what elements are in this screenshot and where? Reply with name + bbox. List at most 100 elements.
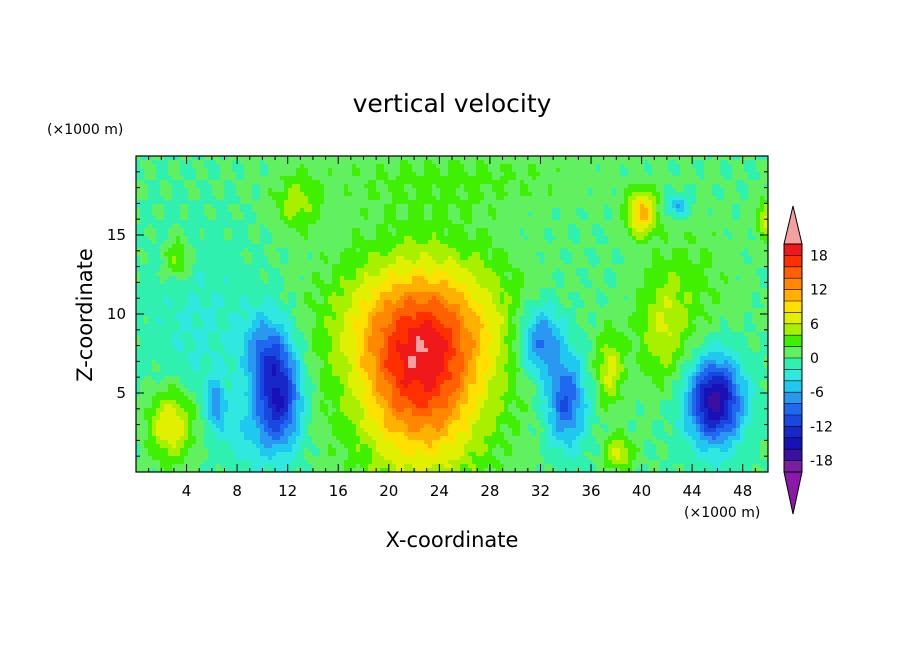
heatmap-cell <box>656 188 661 193</box>
heatmap-cell <box>664 232 669 237</box>
heatmap-cell <box>500 264 505 269</box>
heatmap-cell <box>456 268 461 273</box>
heatmap-cell <box>528 236 533 241</box>
heatmap-cell <box>500 164 505 169</box>
heatmap-cell <box>144 272 149 277</box>
heatmap-cell <box>216 172 221 177</box>
heatmap-cell <box>744 200 749 205</box>
heatmap-cell <box>204 208 209 213</box>
heatmap-cell <box>296 156 301 161</box>
heatmap-cell <box>444 280 449 285</box>
heatmap-cell <box>416 188 421 193</box>
heatmap-cell <box>620 192 625 197</box>
heatmap-cell <box>288 172 293 177</box>
heatmap-cell <box>328 196 333 201</box>
heatmap-cell <box>396 276 401 281</box>
heatmap-cell <box>300 244 305 249</box>
heatmap-cell <box>712 276 717 281</box>
heatmap-cell <box>528 180 533 185</box>
heatmap-cell <box>448 280 453 285</box>
heatmap-cell <box>668 264 673 269</box>
heatmap-cell <box>448 196 453 201</box>
heatmap-cell <box>620 252 625 257</box>
heatmap-cell <box>376 216 381 221</box>
heatmap-cell <box>152 232 157 237</box>
heatmap-cell <box>616 232 621 237</box>
heatmap-cell <box>396 168 401 173</box>
heatmap-cell <box>704 244 709 249</box>
heatmap-cell <box>220 224 225 229</box>
heatmap-cell <box>396 192 401 197</box>
heatmap-cell <box>544 232 549 237</box>
heatmap-cell <box>756 192 761 197</box>
heatmap-cell <box>208 172 213 177</box>
heatmap-cell <box>300 176 305 181</box>
heatmap-cell <box>416 192 421 197</box>
heatmap-cell <box>592 260 597 265</box>
heatmap-cell <box>256 240 261 245</box>
heatmap-cell <box>316 272 321 277</box>
heatmap-cell <box>636 268 641 273</box>
heatmap-cell <box>404 168 409 173</box>
heatmap-cell <box>252 208 257 213</box>
heatmap-cell <box>456 180 461 185</box>
heatmap-cell <box>656 200 661 205</box>
heatmap-cell <box>272 224 277 229</box>
heatmap-cell <box>676 240 681 245</box>
heatmap-cell <box>364 168 369 173</box>
heatmap-cell <box>620 212 625 217</box>
heatmap-cell <box>160 172 165 177</box>
heatmap-cell <box>140 172 145 177</box>
heatmap-cell <box>264 224 269 229</box>
heatmap-cell <box>504 180 509 185</box>
heatmap-cell <box>556 168 561 173</box>
heatmap-cell <box>372 276 377 281</box>
heatmap-cell <box>304 256 309 261</box>
heatmap-cell <box>644 208 649 213</box>
heatmap-cell <box>696 208 701 213</box>
heatmap-cell <box>640 224 645 229</box>
heatmap-cell <box>692 204 697 209</box>
heatmap-cell <box>688 216 693 221</box>
heatmap-cell <box>648 272 653 277</box>
heatmap-cell <box>484 260 489 265</box>
heatmap-cell <box>572 260 577 265</box>
heatmap-cell <box>176 280 181 285</box>
heatmap-cell <box>756 256 761 261</box>
heatmap-cell <box>408 232 413 237</box>
heatmap-cell <box>364 200 369 205</box>
heatmap-cell <box>396 204 401 209</box>
heatmap-cell <box>500 248 505 253</box>
heatmap-cell <box>760 252 765 257</box>
heatmap-cell <box>372 268 377 273</box>
heatmap-cell <box>156 192 161 197</box>
heatmap-cell <box>452 248 457 253</box>
heatmap-cell <box>612 252 617 257</box>
heatmap-cell <box>400 184 405 189</box>
heatmap-cell <box>584 232 589 237</box>
heatmap-cell <box>760 236 765 241</box>
heatmap-cell <box>388 184 393 189</box>
heatmap-cell <box>552 232 557 237</box>
heatmap-cell <box>500 272 505 277</box>
heatmap-cell <box>180 252 185 257</box>
heatmap-cell <box>652 248 657 253</box>
heatmap-cell <box>596 176 601 181</box>
heatmap-cell <box>460 220 465 225</box>
heatmap-cell <box>160 156 165 161</box>
heatmap-cell <box>584 188 589 193</box>
heatmap-cell <box>616 200 621 205</box>
heatmap-cell <box>704 184 709 189</box>
heatmap-cell <box>568 260 573 265</box>
heatmap-cell <box>604 168 609 173</box>
heatmap-cell <box>256 200 261 205</box>
heatmap-cell <box>408 272 413 277</box>
heatmap-cell <box>424 196 429 201</box>
heatmap-cell <box>568 232 573 237</box>
heatmap-cell <box>400 280 405 285</box>
heatmap-cell <box>468 260 473 265</box>
heatmap-cell <box>440 188 445 193</box>
heatmap-cell <box>508 252 513 257</box>
heatmap-cell <box>492 252 497 257</box>
heatmap-cell <box>728 160 733 165</box>
